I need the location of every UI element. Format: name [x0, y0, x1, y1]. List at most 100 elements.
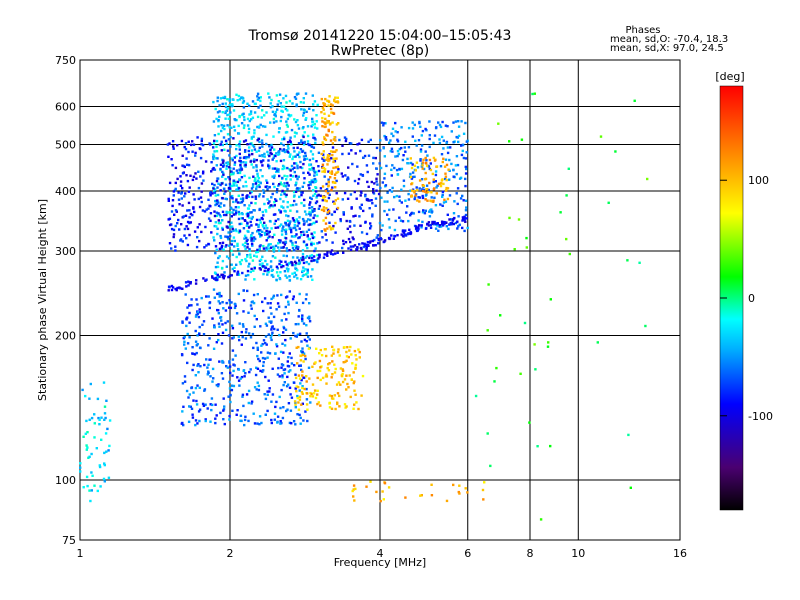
echo-point	[407, 126, 411, 130]
echo-point	[311, 256, 314, 260]
echo-point	[338, 405, 341, 408]
echo-point	[446, 213, 449, 216]
echo-point	[388, 226, 391, 229]
echo-point	[251, 237, 254, 240]
echo-point	[271, 255, 275, 258]
echo-point	[235, 312, 239, 315]
echo-point	[244, 372, 247, 375]
echo-point	[444, 124, 448, 127]
echo-point	[444, 188, 448, 192]
echo-point	[361, 374, 365, 378]
echo-point	[188, 405, 191, 408]
echo-point	[313, 389, 317, 392]
echo-point	[599, 135, 603, 138]
echo-point	[377, 237, 380, 240]
echo-point	[209, 219, 212, 222]
echo-point	[246, 246, 249, 249]
echo-point	[402, 184, 406, 188]
echo-point	[262, 247, 266, 250]
echo-point	[258, 423, 261, 426]
echo-point	[293, 150, 296, 153]
echo-point	[262, 361, 265, 364]
echo-point	[420, 134, 423, 137]
echo-point	[290, 356, 293, 360]
echo-point	[267, 202, 270, 205]
echo-point	[546, 345, 550, 348]
echo-point	[296, 333, 300, 336]
echo-point	[305, 213, 308, 216]
y-tick-label: 600	[55, 101, 76, 114]
echo-point	[222, 276, 225, 280]
echo-point	[233, 266, 236, 269]
echo-point	[272, 315, 276, 319]
echo-point	[339, 383, 342, 386]
echo-point	[392, 134, 395, 138]
echo-point	[418, 187, 421, 190]
echo-point	[220, 294, 223, 298]
echo-point	[278, 259, 281, 263]
echo-point	[285, 101, 288, 104]
echo-point	[486, 329, 489, 332]
echo-point	[332, 157, 335, 161]
echo-point	[274, 114, 277, 117]
echo-point	[253, 422, 257, 425]
echo-point	[351, 489, 354, 493]
echo-point	[287, 225, 291, 228]
echo-point	[300, 403, 303, 406]
echo-point	[439, 203, 442, 206]
echo-point	[446, 151, 450, 155]
echo-point	[326, 99, 329, 102]
echo-point	[313, 171, 316, 174]
echo-point	[266, 273, 269, 276]
echo-point	[298, 155, 301, 159]
echo-point	[449, 221, 452, 225]
echo-point	[194, 151, 197, 155]
echo-point	[466, 226, 469, 230]
echo-point	[221, 102, 224, 106]
echo-point	[457, 225, 460, 228]
echo-point	[497, 122, 500, 125]
echo-point	[328, 193, 331, 196]
echo-point	[195, 177, 198, 180]
echo-point	[322, 196, 325, 200]
echo-point	[444, 172, 447, 175]
echo-point	[289, 114, 293, 117]
echo-point	[256, 95, 259, 98]
echo-point	[310, 145, 314, 148]
echo-point	[400, 167, 404, 171]
x-tick-label: 2	[227, 547, 234, 560]
echo-point	[243, 118, 246, 122]
echo-point	[296, 247, 300, 250]
echo-point	[251, 215, 254, 219]
echo-point	[377, 238, 380, 242]
echo-point	[331, 241, 334, 244]
echo-point	[372, 188, 375, 191]
echo-point	[326, 251, 329, 254]
echo-point	[287, 147, 290, 150]
echo-point	[413, 164, 417, 167]
echo-point	[103, 405, 107, 408]
echo-point	[284, 237, 288, 240]
echo-point	[400, 126, 403, 129]
echo-point	[282, 97, 285, 100]
echo-point	[295, 218, 298, 221]
echo-point	[303, 158, 306, 161]
echo-point	[248, 370, 251, 374]
echo-point	[306, 134, 310, 138]
echo-point	[228, 414, 231, 418]
echo-point	[303, 131, 306, 134]
echo-point	[248, 249, 251, 252]
echo-point	[333, 173, 337, 176]
echo-point	[315, 160, 318, 163]
echo-point	[172, 228, 176, 232]
echo-point	[185, 285, 188, 288]
echo-point	[170, 210, 174, 213]
echo-point	[366, 240, 370, 244]
echo-point	[216, 292, 219, 296]
echo-point	[188, 221, 191, 225]
echo-point	[256, 422, 259, 425]
echo-point	[259, 96, 262, 99]
echo-point	[275, 308, 278, 311]
echo-point	[246, 243, 249, 246]
echo-point	[325, 182, 328, 186]
